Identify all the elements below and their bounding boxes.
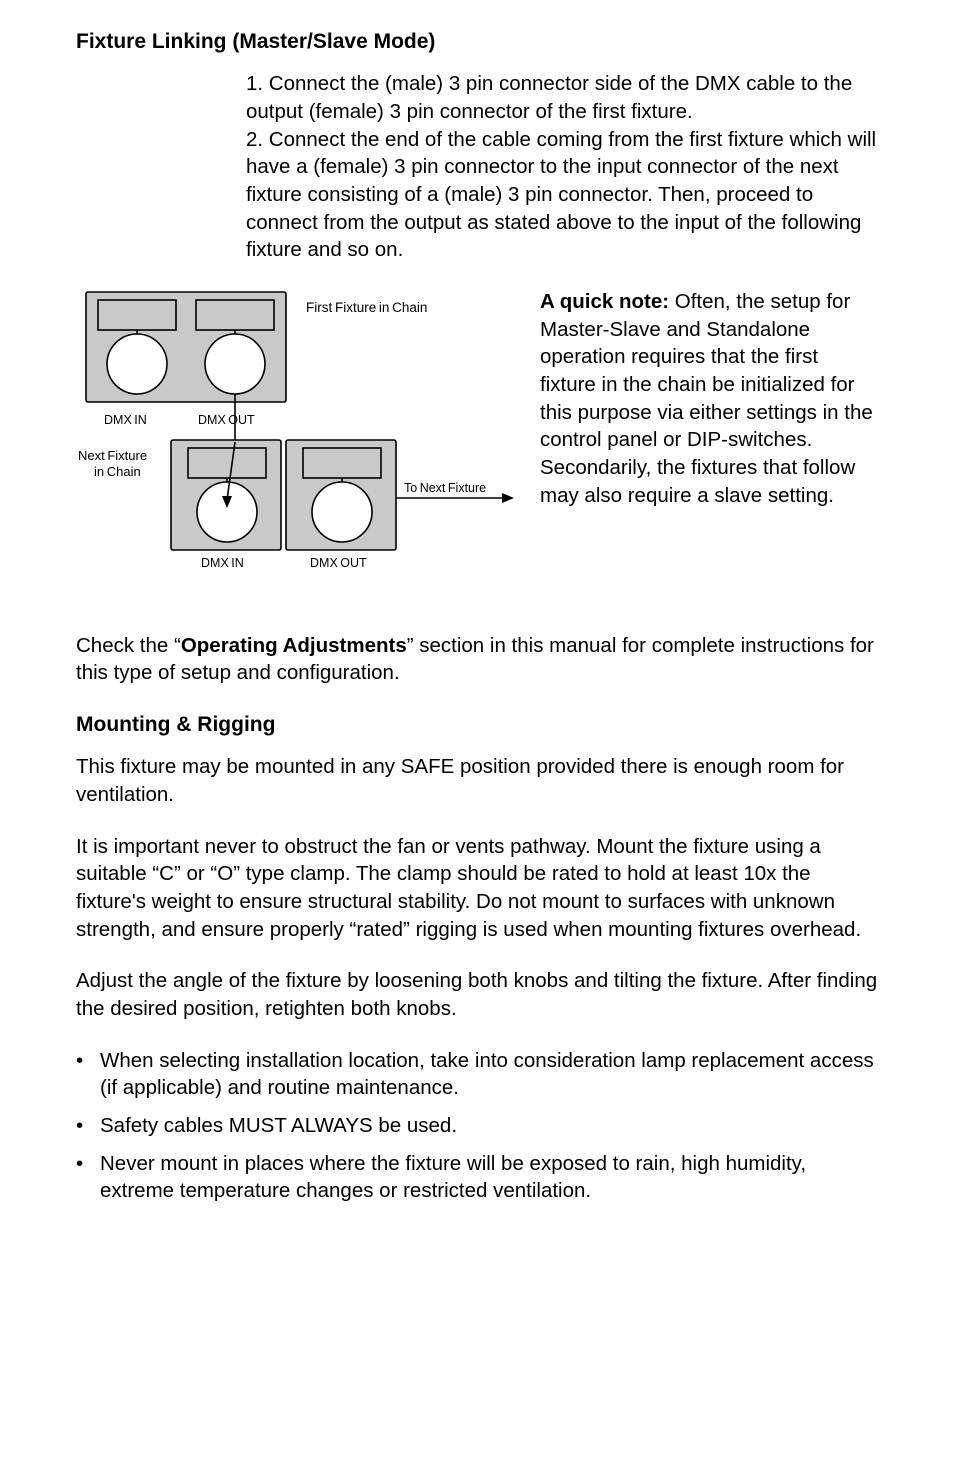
step-1: 1. Connect the (male) 3 pin connector si… [246, 70, 878, 125]
bullet-1: • When selecting installation location, … [76, 1047, 878, 1102]
dmx-chain-svg: First Fixture in Chain DMX IN DMX OUT [76, 282, 516, 572]
bullet-1-text: When selecting installation location, ta… [100, 1047, 878, 1102]
check-part-a: Check the “ [76, 634, 181, 657]
first-in-circle [107, 334, 167, 394]
check-operating-adjustments: Check the “Operating Adjustments” sectio… [76, 632, 878, 687]
quick-note: A quick note: Often, the setup for Maste… [540, 282, 878, 509]
heading-mounting: Mounting & Rigging [76, 711, 878, 739]
second-dmx-in-label: DMX IN [201, 556, 244, 570]
to-next-arrowhead [502, 493, 514, 503]
first-dmx-in-label: DMX IN [104, 413, 147, 427]
mount-para-2: It is important never to obstruct the fa… [76, 833, 878, 944]
next-fixture-label-1: Next Fixture [78, 448, 147, 463]
second-dmx-out-label: DMX OUT [310, 556, 367, 570]
quick-note-body: Often, the setup for Master-Slave and St… [540, 290, 873, 507]
first-dmx-out-label: DMX OUT [198, 413, 255, 427]
steps-block: 1. Connect the (male) 3 pin connector si… [246, 70, 878, 264]
page: Fixture Linking (Master/Slave Mode) 1. C… [0, 0, 954, 1475]
bullet-glyph: • [76, 1047, 100, 1075]
bullet-glyph: • [76, 1150, 100, 1178]
diagram-and-note-row: First Fixture in Chain DMX IN DMX OUT [76, 282, 878, 588]
mount-para-1: This fixture may be mounted in any SAFE … [76, 753, 878, 808]
quick-note-lead: A quick note: [540, 290, 669, 313]
second-in-circle [197, 482, 257, 542]
mount-para-3: Adjust the angle of the fixture by loose… [76, 967, 878, 1022]
bullet-3: • Never mount in places where the fixtur… [76, 1150, 878, 1205]
bullet-2-text: Safety cables MUST ALWAYS be used. [100, 1112, 457, 1140]
bullet-glyph: • [76, 1112, 100, 1140]
second-out-circle [312, 482, 372, 542]
heading-fixture-linking: Fixture Linking (Master/Slave Mode) [76, 28, 878, 56]
dmx-chain-diagram: First Fixture in Chain DMX IN DMX OUT [76, 282, 516, 588]
step-2: 2. Connect the end of the cable coming f… [246, 126, 878, 264]
first-out-circle [205, 334, 265, 394]
bullet-2: • Safety cables MUST ALWAYS be used. [76, 1112, 878, 1140]
next-fixture-label-2: in Chain [94, 464, 141, 479]
bullet-3-text: Never mount in places where the fixture … [100, 1150, 878, 1205]
to-next-label: To Next Fixture [404, 481, 486, 495]
operating-adjustments-bold: Operating Adjustments [181, 634, 407, 657]
first-fixture-label: First Fixture in Chain [306, 300, 427, 315]
